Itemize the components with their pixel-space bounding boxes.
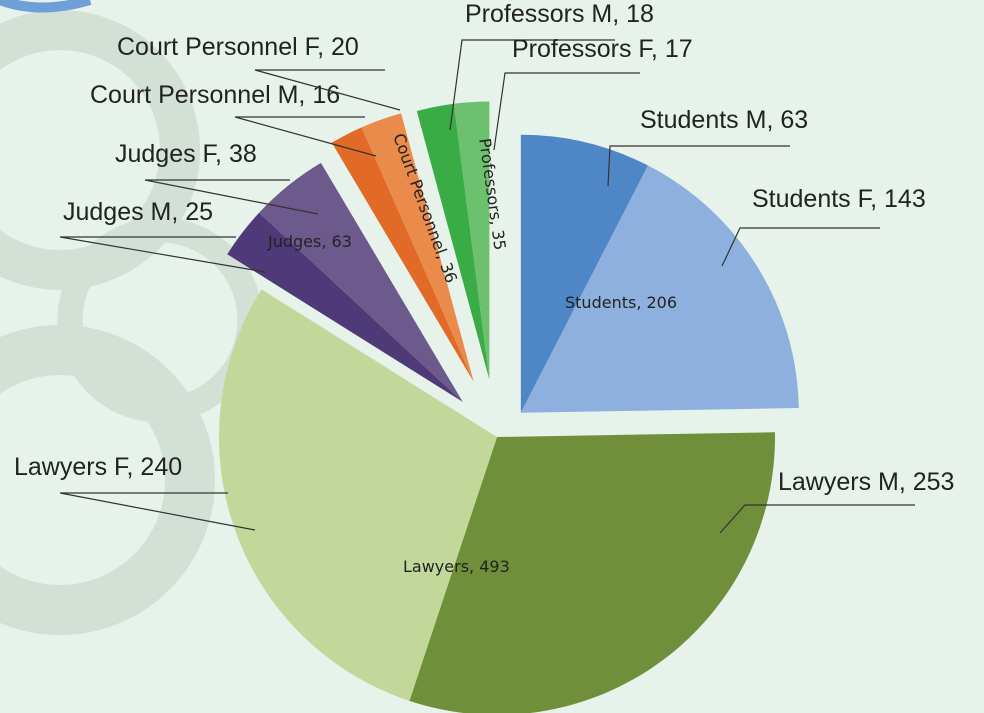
page: Students M, 63 Students F, 143 Students, 2… — [0, 0, 984, 713]
segment-label: Lawyers F, 240 — [14, 453, 182, 481]
segment-label: Professors M, 18 — [465, 0, 654, 28]
segment-label: Judges M, 25 — [63, 198, 213, 226]
group-label: Students, 206 — [565, 293, 677, 312]
group-label: Lawyers, 493 — [403, 557, 510, 576]
segment-label: Judges F, 38 — [115, 140, 257, 168]
segment-label: Professors F, 17 — [512, 35, 693, 63]
segment-label: Lawyers M, 253 — [778, 468, 954, 496]
group-label: Judges, 63 — [267, 232, 352, 251]
segment-label: Students M, 63 — [640, 106, 808, 134]
segment-label: Students F, 143 — [752, 185, 926, 213]
chart: Students M, 63 Students F, 143 Students, 2… — [0, 0, 984, 713]
segment-label: Court Personnel F, 20 — [117, 33, 359, 61]
segment-label: Court Personnel M, 16 — [90, 81, 340, 109]
